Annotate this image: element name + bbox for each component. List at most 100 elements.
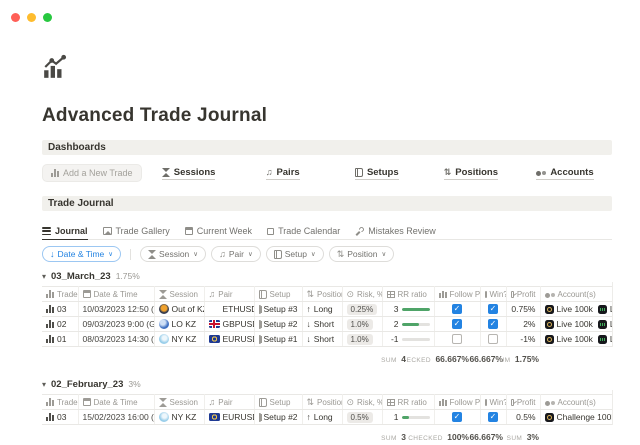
follow-plan-checkbox[interactable]: [452, 319, 462, 329]
pairs-link[interactable]: ♫ Pairs: [265, 166, 300, 180]
session-label: NY KZ: [171, 412, 197, 422]
bar-chart-icon: [46, 413, 54, 421]
rr-value: 2: [393, 319, 399, 329]
add-new-trade-button[interactable]: Add a New Trade: [42, 164, 142, 182]
filter-position-chip[interactable]: ⇅ Position ∨: [328, 246, 395, 262]
tab-trade-calendar[interactable]: Trade Calendar: [267, 226, 340, 239]
col-win[interactable]: Win?: [480, 286, 507, 302]
session-label: Out of KZ: [171, 304, 204, 314]
col-follow-plan[interactable]: Follow Plan: [434, 394, 481, 410]
filter-setup-chip[interactable]: Setup ∨: [265, 246, 324, 262]
accounts-link[interactable]: Accounts: [536, 167, 594, 180]
col-pair[interactable]: ♫ Pair: [204, 394, 255, 410]
dashboards-section-header: Dashboards: [42, 140, 612, 155]
account-tag: Live 100k: [544, 304, 593, 314]
group-summary-row: SUM 4 ECKED 66.667% 66.667% IUM 1.75%: [42, 348, 612, 364]
account-tag: Live 100k: [544, 334, 593, 344]
col-setup[interactable]: Setup: [254, 286, 303, 302]
bar-chart-icon: [46, 290, 54, 298]
tab-trade-gallery[interactable]: Trade Gallery: [102, 226, 170, 239]
follow-plan-sum[interactable]: ECKED 66.667%: [406, 354, 469, 364]
bar-chart-icon: [46, 320, 54, 328]
col-profit[interactable]: Profit: [506, 286, 541, 302]
account-icon: [544, 319, 554, 329]
tab-journal[interactable]: Journal: [42, 226, 88, 240]
win-checkbox[interactable]: [488, 319, 498, 329]
rr-sum[interactable]: SUM 4: [381, 354, 406, 364]
tab-mistakes-review[interactable]: Mistakes Review: [355, 226, 436, 239]
zoom-window-button[interactable]: [43, 13, 52, 22]
col-trade[interactable]: Trade: [42, 286, 79, 302]
col-rr-ratio[interactable]: RR ratio: [382, 286, 435, 302]
risk-chip: 0.25%: [346, 304, 378, 315]
risk-chip: 1.0%: [346, 334, 373, 345]
book-icon: [258, 304, 262, 314]
follow-plan-checkbox[interactable]: [452, 304, 462, 314]
profit-sum[interactable]: IUM 1.75%: [497, 354, 539, 364]
win-checkbox[interactable]: [488, 334, 498, 344]
tab-current-week[interactable]: Current Week: [184, 226, 252, 239]
profit-value: 0.5%: [506, 409, 541, 425]
group-header-february[interactable]: ▾ 02_February_23 3%: [42, 378, 141, 390]
col-session[interactable]: Session: [154, 286, 205, 302]
book-icon: [258, 289, 267, 299]
col-risk[interactable]: ⊙ Risk, %: [342, 394, 383, 410]
page-chart-icon[interactable]: [42, 54, 68, 80]
trade-row[interactable]: 03 10/03/2023 12:50 (GM Out of KZ ETHUSD…: [42, 301, 612, 317]
calendar-icon: [82, 398, 91, 406]
profit-sum[interactable]: SUM 3%: [506, 432, 539, 442]
account-icon: [544, 334, 554, 344]
target-icon: ⊙: [346, 288, 355, 299]
positions-link[interactable]: ⇅ Positions: [443, 166, 499, 180]
win-checkbox[interactable]: [488, 412, 498, 422]
trade-row[interactable]: 01 08/03/2023 14:30 (GM NY KZ EURUSD Set…: [42, 331, 612, 347]
rr-progress-bar: [401, 337, 430, 341]
filter-pair-chip[interactable]: ♫ Pair ∨: [211, 246, 261, 262]
position-arrow-icon: ↓: [306, 319, 311, 329]
position-label: Short: [313, 334, 335, 344]
setups-link[interactable]: Setups: [354, 167, 399, 180]
trade-journal-section-header: Trade Journal: [42, 196, 612, 211]
col-win[interactable]: Win?: [480, 394, 507, 410]
pair-label: EURUSD: [222, 412, 254, 422]
account-icon: [544, 304, 554, 314]
sort-date-time-chip[interactable]: ↓ Date & Time ∨: [42, 246, 122, 262]
filter-session-chip[interactable]: Session ∨: [140, 246, 207, 262]
bars-icon: [438, 290, 447, 298]
calendar-outline-icon: [267, 227, 275, 235]
music-note-icon: ♫: [265, 166, 273, 177]
col-setup[interactable]: Setup: [254, 394, 303, 410]
follow-plan-checkbox[interactable]: [452, 334, 462, 344]
trade-datetime: 15/02/2023 16:00 (GM: [78, 409, 155, 425]
group-header-march[interactable]: ▾ 03_March_23 1.75%: [42, 270, 140, 282]
col-trade[interactable]: Trade: [42, 394, 79, 410]
win-sum[interactable]: 66.667%: [469, 354, 503, 364]
col-accounts[interactable]: Account(s): [540, 394, 612, 410]
trade-row[interactable]: 03 15/02/2023 16:00 (GM NY KZ EURUSD Set…: [42, 409, 612, 425]
col-rr-ratio[interactable]: RR ratio: [382, 394, 435, 410]
win-checkbox[interactable]: [488, 304, 498, 314]
position-arrow-icon: ↑: [306, 412, 311, 422]
col-risk[interactable]: ⊙ Risk, %: [342, 286, 383, 302]
sessions-link[interactable]: Sessions: [161, 167, 216, 180]
col-datetime[interactable]: Date & Time: [78, 394, 155, 410]
risk-chip: 1.0%: [346, 319, 373, 330]
minimize-window-button[interactable]: [27, 13, 36, 22]
book-icon: [258, 412, 262, 422]
follow-plan-checkbox[interactable]: [452, 412, 462, 422]
col-position[interactable]: ⇅Position: [302, 394, 343, 410]
col-profit[interactable]: Profit: [506, 394, 541, 410]
rr-progress-bar: [401, 415, 430, 419]
col-follow-plan[interactable]: Follow Plan: [434, 286, 481, 302]
bar-chart-icon: [46, 335, 54, 343]
triangle-down-icon: ▾: [42, 271, 47, 281]
col-pair[interactable]: ♫ Pair: [204, 286, 255, 302]
col-position[interactable]: ⇅Position: [302, 286, 343, 302]
close-window-button[interactable]: [11, 13, 20, 22]
position-arrow-icon: ↑: [306, 304, 311, 314]
trade-row[interactable]: 02 09/03/2023 9:00 (GMT LO KZ GBPUSD Set…: [42, 316, 612, 332]
col-session[interactable]: Session: [154, 394, 205, 410]
account-icon: [597, 319, 607, 329]
col-datetime[interactable]: Date & Time: [78, 286, 155, 302]
col-accounts[interactable]: Account(s): [540, 286, 612, 302]
